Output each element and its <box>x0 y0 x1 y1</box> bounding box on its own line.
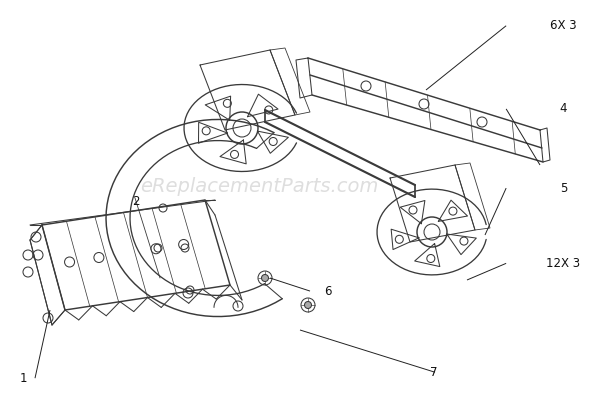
Text: 7: 7 <box>430 366 437 379</box>
Circle shape <box>304 301 312 308</box>
Text: 1: 1 <box>20 372 27 385</box>
Text: eReplacementParts.com: eReplacementParts.com <box>140 177 379 196</box>
Text: 5: 5 <box>560 182 567 194</box>
Text: 6: 6 <box>324 285 331 297</box>
Text: 4: 4 <box>560 103 567 115</box>
Text: 12X 3: 12X 3 <box>546 257 581 270</box>
Text: 6X 3: 6X 3 <box>550 19 577 32</box>
Circle shape <box>261 274 268 282</box>
Text: 2: 2 <box>132 196 139 208</box>
